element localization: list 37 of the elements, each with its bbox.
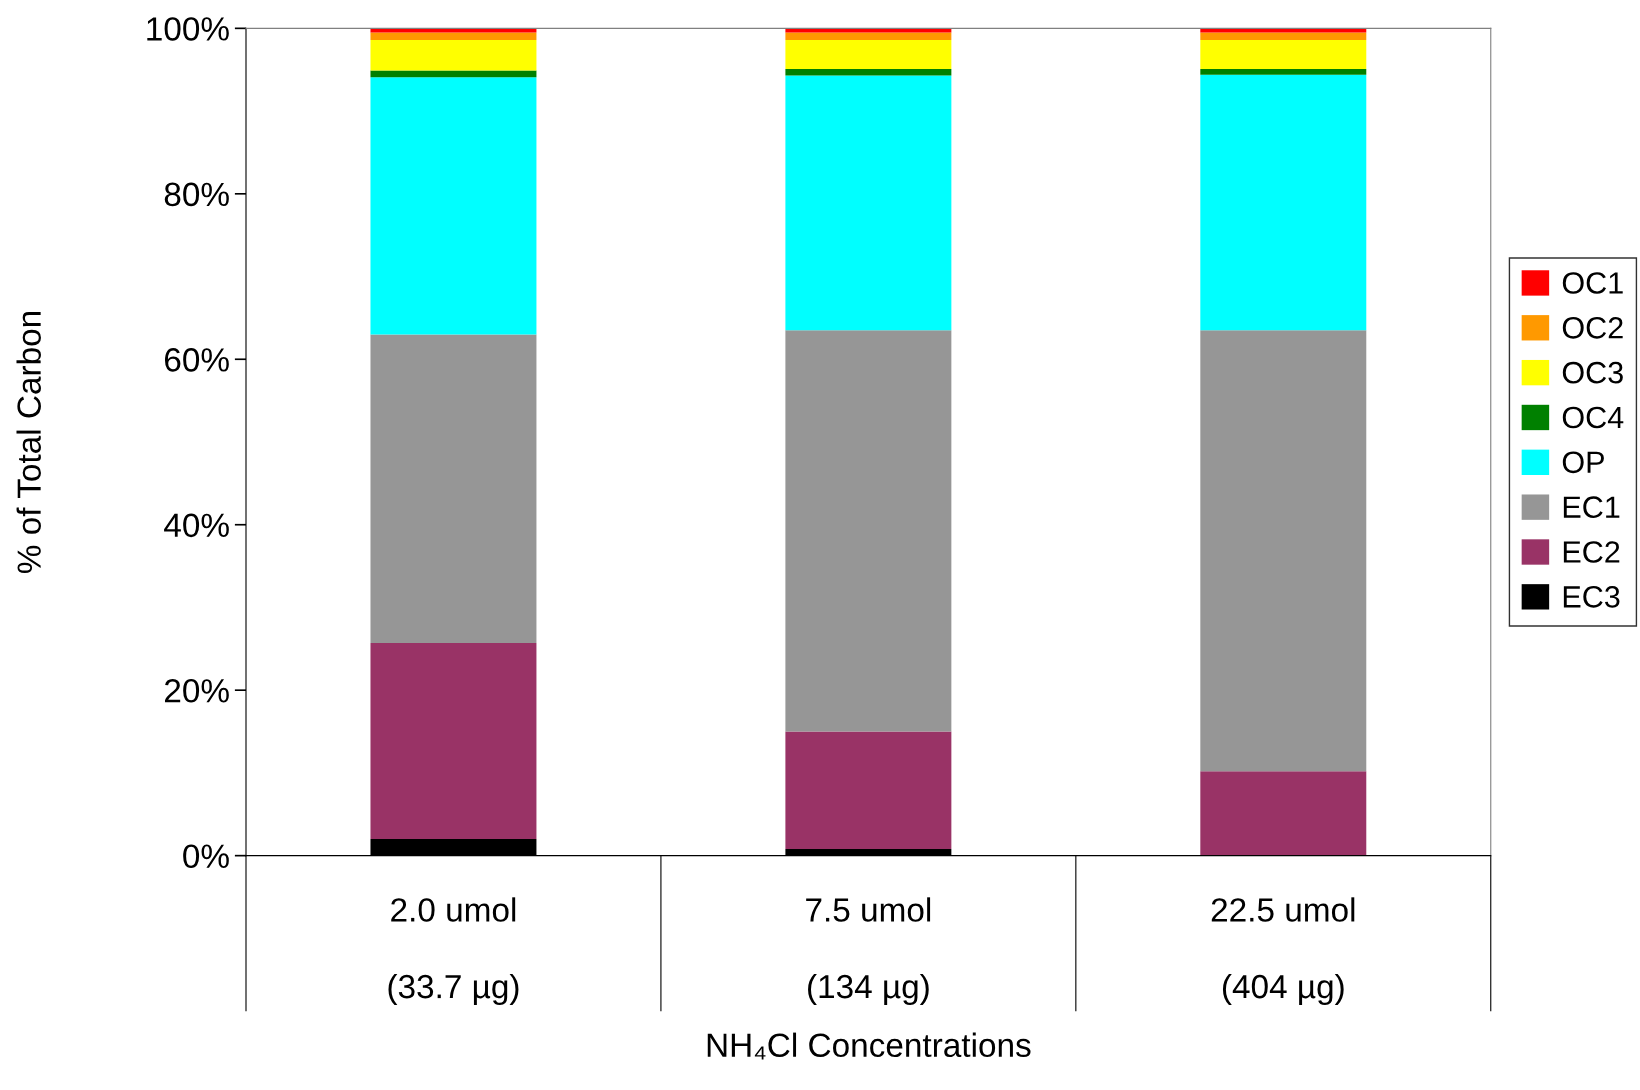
bar <box>785 330 952 732</box>
legend-label: EC3 <box>1563 586 1620 608</box>
y-tick-label: 40% <box>164 513 229 538</box>
legend-label: OC2 <box>1562 317 1623 339</box>
bar <box>1200 74 1367 331</box>
y-axis-title: % of Total Carbon <box>16 311 41 573</box>
bar <box>1200 330 1367 772</box>
bar <box>1200 32 1367 40</box>
bar <box>1200 39 1367 69</box>
legend-label: OC1 <box>1562 272 1623 294</box>
bar <box>1200 771 1367 856</box>
y-tick-label: 80% <box>164 182 229 207</box>
category-label: 7.5 umol (134 µg) <box>806 897 931 1006</box>
bar <box>370 39 537 71</box>
category-label: 22.5 umol (404 µg) <box>1211 897 1355 1006</box>
category-label: 2.0 umol (33.7 µg) <box>388 897 519 1006</box>
bar <box>1200 68 1367 75</box>
bar <box>785 75 952 331</box>
bar <box>370 70 537 78</box>
legend-label: EC1 <box>1563 496 1620 518</box>
legend-label: OP <box>1562 451 1604 474</box>
bar <box>785 39 952 69</box>
bar <box>785 32 952 40</box>
legend-label: OC4 <box>1562 406 1624 429</box>
x-axis-title: NH₄Cl Concentrations <box>707 1032 1031 1060</box>
y-tick-label: 100% <box>147 17 229 41</box>
y-tick-label: 60% <box>165 348 229 372</box>
y-tick-label: 0% <box>183 844 229 869</box>
bar <box>370 334 537 644</box>
legend-label: OC3 <box>1562 361 1623 384</box>
bar <box>370 643 537 840</box>
bar <box>785 68 952 76</box>
y-tick-label: 20% <box>164 678 229 703</box>
legend-label: EC2 <box>1563 541 1620 563</box>
bar <box>370 77 537 335</box>
bar <box>370 32 537 40</box>
bar <box>785 731 952 850</box>
